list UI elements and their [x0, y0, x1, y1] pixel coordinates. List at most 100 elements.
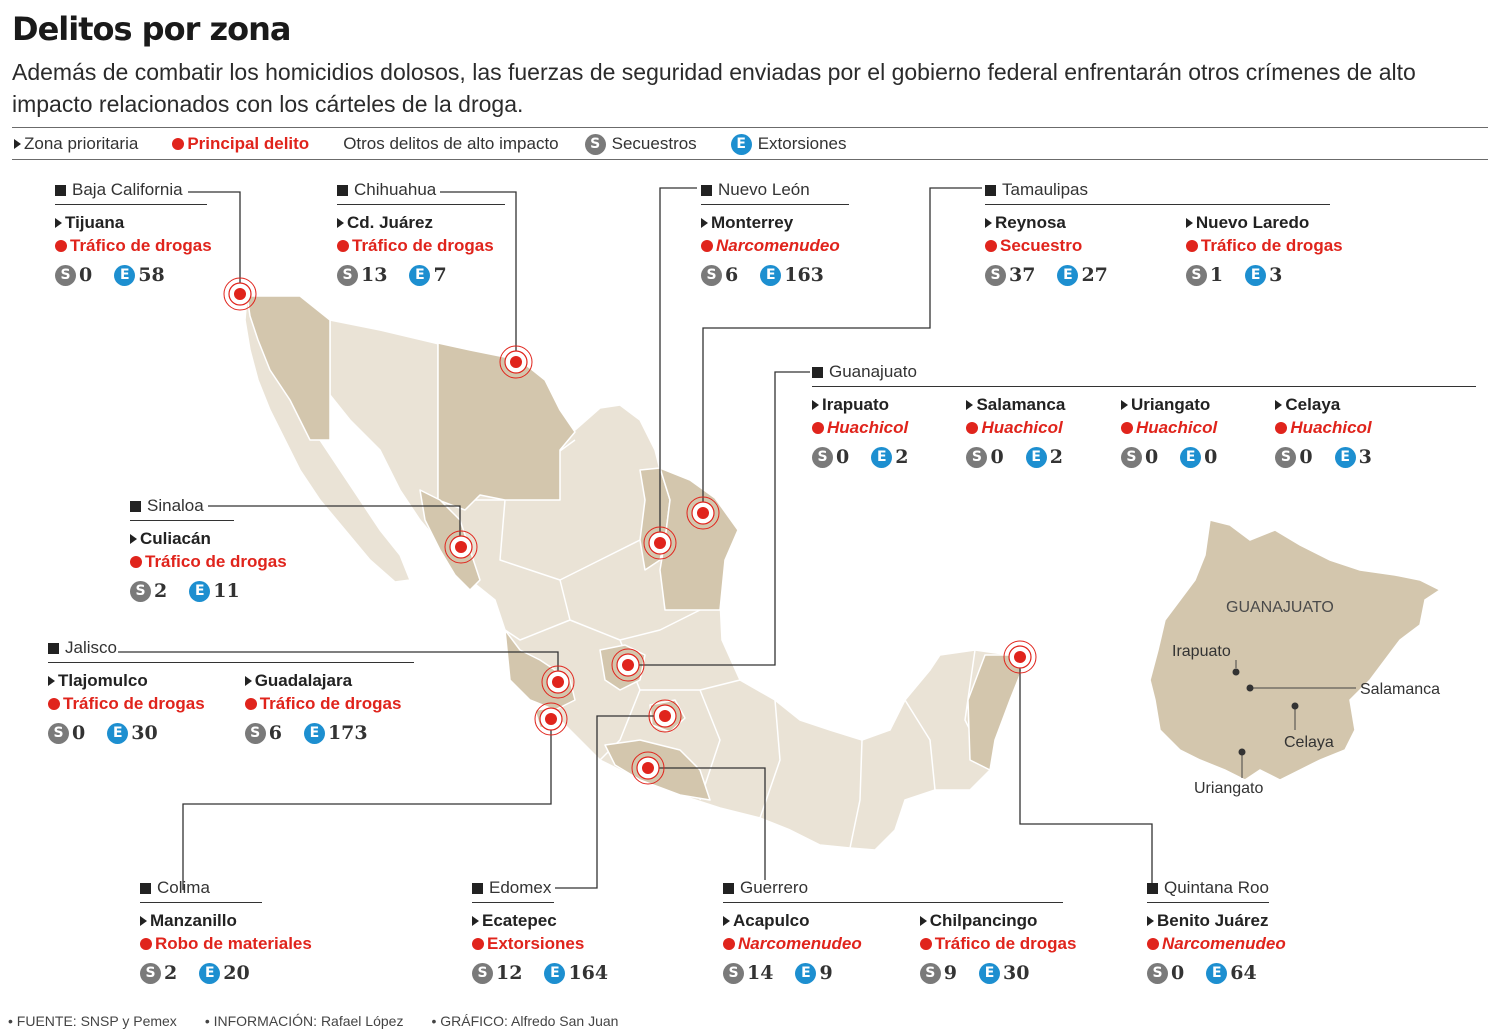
e-badge-icon: E [760, 264, 782, 286]
triangle-icon [244, 676, 252, 686]
square-bullet-icon [1147, 882, 1158, 894]
city-name-label: Reynosa [995, 213, 1066, 232]
main-crime: Tráfico de drogas [55, 236, 212, 256]
state-label: Baja California [72, 180, 183, 199]
red-dot-icon [140, 938, 152, 950]
state-underline [812, 386, 1476, 387]
e-badge-icon: E [107, 722, 129, 744]
square-bullet-icon [55, 184, 66, 196]
secuestros-count: 2 [164, 962, 178, 984]
city-name: Tlajomulco [48, 671, 205, 691]
crime-counts: S 9 E 30 [919, 962, 1077, 984]
main-crime-label: Huachicol [981, 418, 1063, 437]
secuestros-count: 6 [725, 264, 739, 286]
city-name-label: Ecatepec [482, 911, 557, 930]
triangle-icon [966, 400, 974, 410]
city-name: Reynosa [985, 213, 1130, 233]
divider-top [12, 127, 1488, 128]
main-crime: Tráfico de drogas [919, 934, 1076, 954]
city-list: Monterrey Narcomenudeo S 6 E 163 [701, 205, 872, 286]
main-crime: Tráfico de drogas [337, 236, 494, 256]
city-entry: Acapulco Narcomenudeo S 14 E 9 [723, 903, 862, 984]
city-entry: Ecatepec Extorsiones S 12 E 164 [472, 903, 630, 984]
triangle-icon [140, 916, 147, 926]
main-crime-label: Tráfico de drogas [145, 552, 287, 571]
state-underline [55, 204, 207, 205]
city-entry: Tijuana Tráfico de drogas S 0 E 58 [55, 205, 212, 286]
secuestros-count: 12 [496, 962, 523, 984]
hotspot-guanajuato [611, 648, 645, 682]
triangle-icon [48, 676, 55, 686]
state-name: Guerrero [723, 878, 1134, 898]
state-name: Nuevo León [701, 180, 872, 200]
crime-counts: S 2 E 11 [130, 580, 287, 602]
inset-leaders [1235, 660, 1356, 778]
main-crime-label: Tráfico de drogas [259, 694, 402, 713]
state-underline [48, 662, 414, 663]
square-bullet-icon [130, 500, 141, 512]
callout-sinaloa: Sinaloa Culiacán Tráfico de drogas S 2 E 11 [130, 496, 313, 602]
e-badge-icon: E [114, 264, 136, 286]
city-entry: Salamanca Huachicol S 0 E 2 [966, 387, 1084, 468]
e-badge-icon: E [1334, 446, 1356, 468]
extorsiones-count: 30 [1002, 962, 1030, 984]
red-dot-icon [1275, 422, 1288, 434]
hotspot-jalisco [541, 665, 575, 699]
callout-chihuahua: Chihuahua Cd. Juárez Tráfico de drogas S 13 E… [337, 180, 520, 286]
city-name-label: Celaya [1285, 395, 1341, 414]
hotspot-guerrero [631, 751, 665, 785]
city-name: Nuevo Laredo [1185, 213, 1343, 233]
city-name-label: Tlajomulco [58, 671, 148, 690]
extorsiones-count: 9 [819, 962, 833, 984]
city-entry: Tlajomulco Tráfico de drogas S 0 E 30 [48, 663, 205, 744]
main-crime: Tráfico de drogas [48, 694, 205, 714]
triangle-icon [1185, 218, 1193, 228]
triangle-icon [472, 916, 479, 926]
extorsiones-count: 2 [1049, 446, 1063, 468]
main-crime: Secuestro [985, 236, 1130, 256]
hotspot-manzanillo [534, 702, 568, 736]
footer-grafico: • GRÁFICO: Alfredo San Juan [431, 1013, 619, 1029]
hotspot-ecatepec [648, 699, 682, 733]
red-dot-icon [723, 938, 735, 950]
e-badge-icon: E [189, 580, 211, 602]
hotspot-cancun [1003, 640, 1037, 674]
e-badge-icon: E [1206, 962, 1228, 984]
secuestros-count: 0 [1299, 446, 1313, 468]
callout-guerrero: Guerrero Acapulco Narcomenudeo S 14 E 9 Chilpan… [723, 878, 1134, 984]
red-dot-icon [472, 938, 484, 950]
triangle-icon [723, 916, 730, 926]
main-crime: Huachicol [812, 418, 930, 438]
state-underline [723, 902, 1063, 903]
divider-legend [12, 159, 1488, 160]
red-dot-icon [1185, 240, 1198, 252]
city-entry: Manzanillo Robo de materiales S 2 E 20 [140, 903, 312, 984]
legend-extorsiones: E Extorsiones [730, 133, 847, 155]
secuestros-count: 0 [72, 722, 86, 744]
state-label: Nuevo León [718, 180, 810, 199]
crime-counts: S 13 E 7 [337, 264, 494, 286]
main-crime-label: Extorsiones [487, 934, 585, 953]
red-dot-icon [1120, 422, 1133, 434]
state-name: Tamaulipas [985, 180, 1399, 200]
s-badge-icon: S [985, 264, 1006, 286]
s-badge-icon: S [919, 962, 941, 984]
secuestros-count: 13 [361, 264, 388, 286]
extorsiones-count: 30 [131, 722, 158, 744]
callout-baja-california: Baja California Tijuana Tráfico de drogas S… [55, 180, 238, 286]
inset-label-irapuato: Irapuato [1172, 643, 1231, 660]
legend-secuestros: S Secuestros [584, 133, 697, 155]
main-crime-label: Secuestro [1000, 236, 1083, 255]
secuestros-count: 0 [1171, 962, 1185, 984]
main-crime: Narcomenudeo [701, 236, 846, 256]
city-name: Celaya [1275, 395, 1393, 415]
city-name: Culiacán [130, 529, 287, 549]
s-badge-icon: S [1147, 962, 1168, 984]
callout-colima: Colima Manzanillo Robo de materiales S 2 E 20 [140, 878, 338, 984]
triangle-icon [1120, 400, 1128, 410]
main-crime: Tráfico de drogas [1185, 236, 1343, 256]
